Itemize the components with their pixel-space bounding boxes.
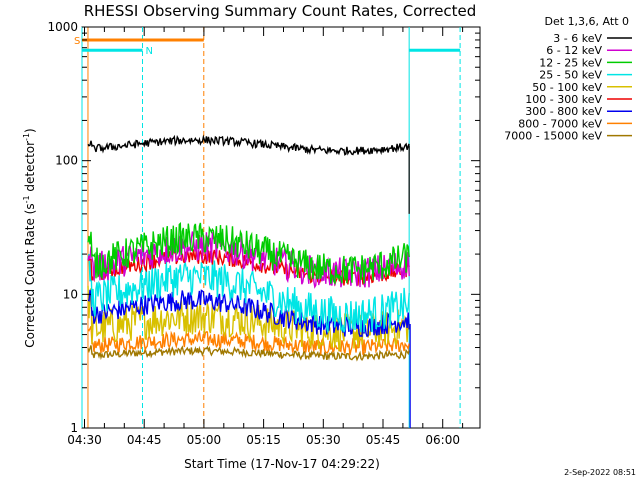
night-label: N bbox=[145, 46, 152, 57]
observing-markers: SN bbox=[74, 27, 461, 428]
legend-entry-label: 100 - 300 keV bbox=[525, 93, 602, 106]
legend-entry-label: 50 - 100 keV bbox=[532, 81, 602, 94]
series-layer bbox=[87, 134, 411, 428]
legend-entry-label: 300 - 800 keV bbox=[525, 105, 602, 118]
y-tick-label: 10 bbox=[63, 287, 78, 301]
x-tick-label: 05:00 bbox=[187, 433, 222, 447]
y-tick-label: 1 bbox=[70, 421, 78, 435]
legend-entry-label: 25 - 50 keV bbox=[539, 69, 602, 82]
series-line bbox=[87, 231, 410, 289]
plot-border bbox=[81, 26, 481, 429]
x-tick-label: 04:45 bbox=[127, 433, 162, 447]
footer-timestamp: 2-Sep-2022 08:51 bbox=[564, 468, 636, 477]
x-tick-label: 05:15 bbox=[246, 433, 281, 447]
plot-frame bbox=[81, 26, 481, 429]
legend-entry-label: 800 - 7000 keV bbox=[518, 117, 602, 130]
y-tick-label: 100 bbox=[55, 154, 78, 168]
y-axis-label: Corrected Count Rate (s-1 detector-1) bbox=[22, 128, 37, 347]
x-axis-label: Start Time (17-Nov-17 04:29:22) bbox=[184, 457, 380, 471]
saa-label: S bbox=[74, 36, 80, 47]
y-axis: 1 10 100 1000 bbox=[47, 20, 480, 435]
legend-entry-label: 12 - 25 keV bbox=[539, 56, 602, 69]
x-tick-label: 06:00 bbox=[425, 433, 460, 447]
legend-entry-label: 7000 - 15000 keV bbox=[504, 130, 602, 143]
x-tick-label: 05:30 bbox=[306, 433, 341, 447]
legend-header: Det 1,3,6, Att 0 bbox=[545, 15, 629, 28]
legend-entry-label: 6 - 12 keV bbox=[546, 44, 602, 57]
legend-entry-label: 3 - 6 keV bbox=[553, 32, 602, 45]
x-tick-label: 04:30 bbox=[67, 433, 102, 447]
x-axis: 04:30 04:45 05:00 05:15 05:30 05:45 06:00 bbox=[67, 27, 464, 447]
series-line bbox=[87, 285, 410, 352]
series-line bbox=[87, 221, 410, 286]
series-line bbox=[87, 345, 410, 362]
x-tick-label: 05:45 bbox=[366, 433, 401, 447]
series-line bbox=[87, 134, 410, 156]
y-tick-label: 1000 bbox=[47, 20, 78, 34]
chart-title: RHESSI Observing Summary Count Rates, Co… bbox=[84, 2, 477, 20]
series-line bbox=[87, 253, 410, 333]
